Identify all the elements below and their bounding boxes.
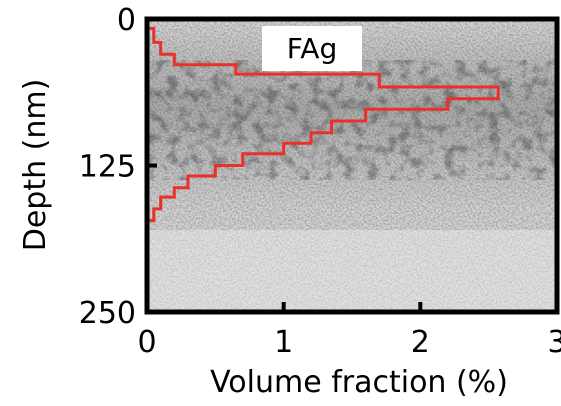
x-tick-label: 2 [411, 325, 430, 360]
inset-label-box [262, 26, 362, 71]
y-tick-label: 250 [79, 296, 136, 331]
inset-label-text: FAg [287, 32, 337, 65]
x-tick-label: 0 [137, 325, 156, 360]
inset-label: FAg [262, 26, 362, 71]
micrograph-background [147, 19, 557, 312]
y-axis-ticks: 0 125 250 [79, 3, 157, 331]
x-tick-label: 1 [274, 325, 293, 360]
profile-line [147, 19, 500, 223]
x-axis-ticks: 0 1 2 3 [137, 302, 561, 360]
y-axis-title: Depth (nm) [18, 79, 53, 252]
x-tick-label: 3 [547, 325, 561, 360]
series-layer [147, 19, 500, 223]
y-tick-label: 0 [117, 3, 136, 38]
x-axis-title: Volume fraction (%) [210, 365, 508, 400]
y-tick-label: 125 [79, 150, 136, 185]
